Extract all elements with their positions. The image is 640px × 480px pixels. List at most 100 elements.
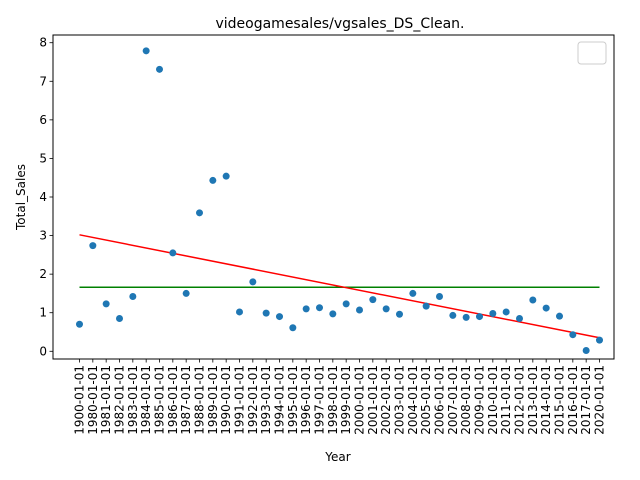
x-tick-label: 1982-01-01 — [113, 365, 127, 435]
x-tick-label: 2008-01-01 — [459, 365, 473, 435]
data-point — [116, 315, 123, 322]
y-tick-label: 8 — [39, 36, 47, 50]
data-point — [316, 304, 323, 312]
data-points — [76, 47, 603, 355]
data-point — [382, 305, 390, 313]
plot-background — [53, 35, 614, 359]
x-tick-label: 1987-01-01 — [179, 365, 193, 435]
x-tick-label: 2012-01-01 — [513, 365, 527, 435]
data-point — [182, 289, 190, 297]
data-point — [156, 65, 163, 73]
x-tick-label: 1990-01-01 — [219, 365, 233, 435]
x-tick-label: 1996-01-01 — [299, 365, 313, 435]
data-point — [129, 293, 137, 301]
data-point — [569, 331, 577, 339]
data-point — [556, 312, 563, 320]
reference-lines — [79, 234, 600, 339]
data-point — [582, 347, 590, 355]
y-tick-label: 4 — [39, 190, 47, 204]
data-point — [262, 309, 270, 317]
data-point — [89, 242, 97, 250]
data-point — [329, 310, 337, 318]
data-point — [142, 47, 150, 55]
x-tick-label: 1981-01-01 — [99, 365, 113, 435]
data-point — [449, 311, 457, 319]
legend — [577, 41, 607, 65]
data-point — [542, 304, 550, 312]
x-tick-label: 2013-01-01 — [526, 365, 540, 435]
data-point — [502, 308, 510, 316]
x-tick-label: 1992-01-01 — [246, 365, 260, 435]
data-point — [249, 278, 257, 286]
x-tick-label: 1998-01-01 — [326, 365, 340, 435]
data-point — [302, 305, 310, 313]
x-tick-label: 1993-01-01 — [259, 365, 273, 435]
y-axis-title: Total_Sales — [14, 164, 28, 231]
x-tick-label: 1985-01-01 — [153, 365, 167, 435]
x-tick-label: 2014-01-01 — [539, 365, 553, 435]
x-tick-label: 2006-01-01 — [433, 365, 447, 435]
x-tick-label: 1988-01-01 — [193, 365, 207, 435]
data-point — [489, 309, 497, 317]
data-point — [529, 296, 537, 304]
y-tick-label: 2 — [39, 267, 47, 281]
data-point — [342, 300, 350, 308]
x-tick-label: 2009-01-01 — [473, 365, 487, 435]
x-tick-label: 2020-01-01 — [593, 365, 607, 435]
y-tick-label: 7 — [39, 74, 47, 88]
data-point — [369, 296, 377, 304]
data-point — [102, 300, 110, 308]
y-tick-label: 3 — [39, 229, 47, 243]
x-tick-label: 1900-01-01 — [73, 365, 87, 435]
data-point — [196, 209, 203, 217]
y-tick-label: 6 — [39, 113, 47, 127]
x-tick-label: 2000-01-01 — [353, 365, 367, 435]
data-point — [396, 310, 403, 318]
x-axis-title: Year — [324, 450, 350, 464]
data-point — [276, 313, 283, 321]
x-tick-label: 1999-01-01 — [339, 365, 353, 435]
x-tick-label: 1980-01-01 — [86, 365, 100, 435]
y-axis: 0 1 2 3 4 5 6 7 8 — [39, 36, 53, 358]
y-tick-label: 5 — [39, 151, 47, 165]
x-tick-label: 1984-01-01 — [139, 365, 153, 435]
x-tick-label: 1994-01-01 — [273, 365, 287, 435]
x-tick-label: 1995-01-01 — [286, 365, 300, 435]
data-point — [462, 313, 470, 321]
data-point — [236, 308, 243, 316]
trend-line — [79, 234, 600, 339]
x-tick-label: 1983-01-01 — [126, 365, 140, 435]
y-tick-label: 1 — [39, 306, 47, 320]
x-tick-label: 1989-01-01 — [206, 365, 220, 435]
x-axis: 1900-01-01 1980-01-01 1981-01-01 1982-01-01… — [73, 359, 607, 435]
data-point — [516, 315, 523, 322]
chart-title: videogamesales/vgsales_DS_Clean. — [215, 16, 464, 32]
x-tick-label: 2010-01-01 — [486, 365, 500, 435]
data-point — [76, 320, 83, 328]
data-point — [222, 172, 230, 180]
y-tick-label: 0 — [39, 344, 47, 358]
plot-area — [53, 35, 614, 359]
data-point — [209, 176, 217, 184]
data-point — [169, 249, 177, 257]
x-tick-label: 2003-01-01 — [393, 365, 407, 435]
data-point — [422, 302, 430, 310]
data-point — [476, 313, 483, 321]
x-tick-label: 1991-01-01 — [233, 365, 247, 435]
x-tick-label: 2001-01-01 — [366, 365, 380, 435]
x-tick-label: 2004-01-01 — [406, 365, 420, 435]
data-point — [409, 289, 417, 297]
x-tick-label: 2017-01-01 — [579, 365, 593, 435]
data-point — [356, 306, 363, 314]
x-tick-label: 1986-01-01 — [166, 365, 180, 435]
x-tick-label: 1997-01-01 — [313, 365, 327, 435]
x-tick-label: 2015-01-01 — [553, 365, 567, 435]
x-tick-label: 2005-01-01 — [419, 365, 433, 435]
data-point — [596, 336, 603, 344]
x-tick-label: 2011-01-01 — [499, 365, 513, 435]
x-tick-label: 2002-01-01 — [379, 365, 393, 435]
data-point — [289, 324, 297, 332]
x-tick-label: 2007-01-01 — [446, 365, 460, 435]
x-tick-label: 2016-01-01 — [566, 365, 580, 435]
